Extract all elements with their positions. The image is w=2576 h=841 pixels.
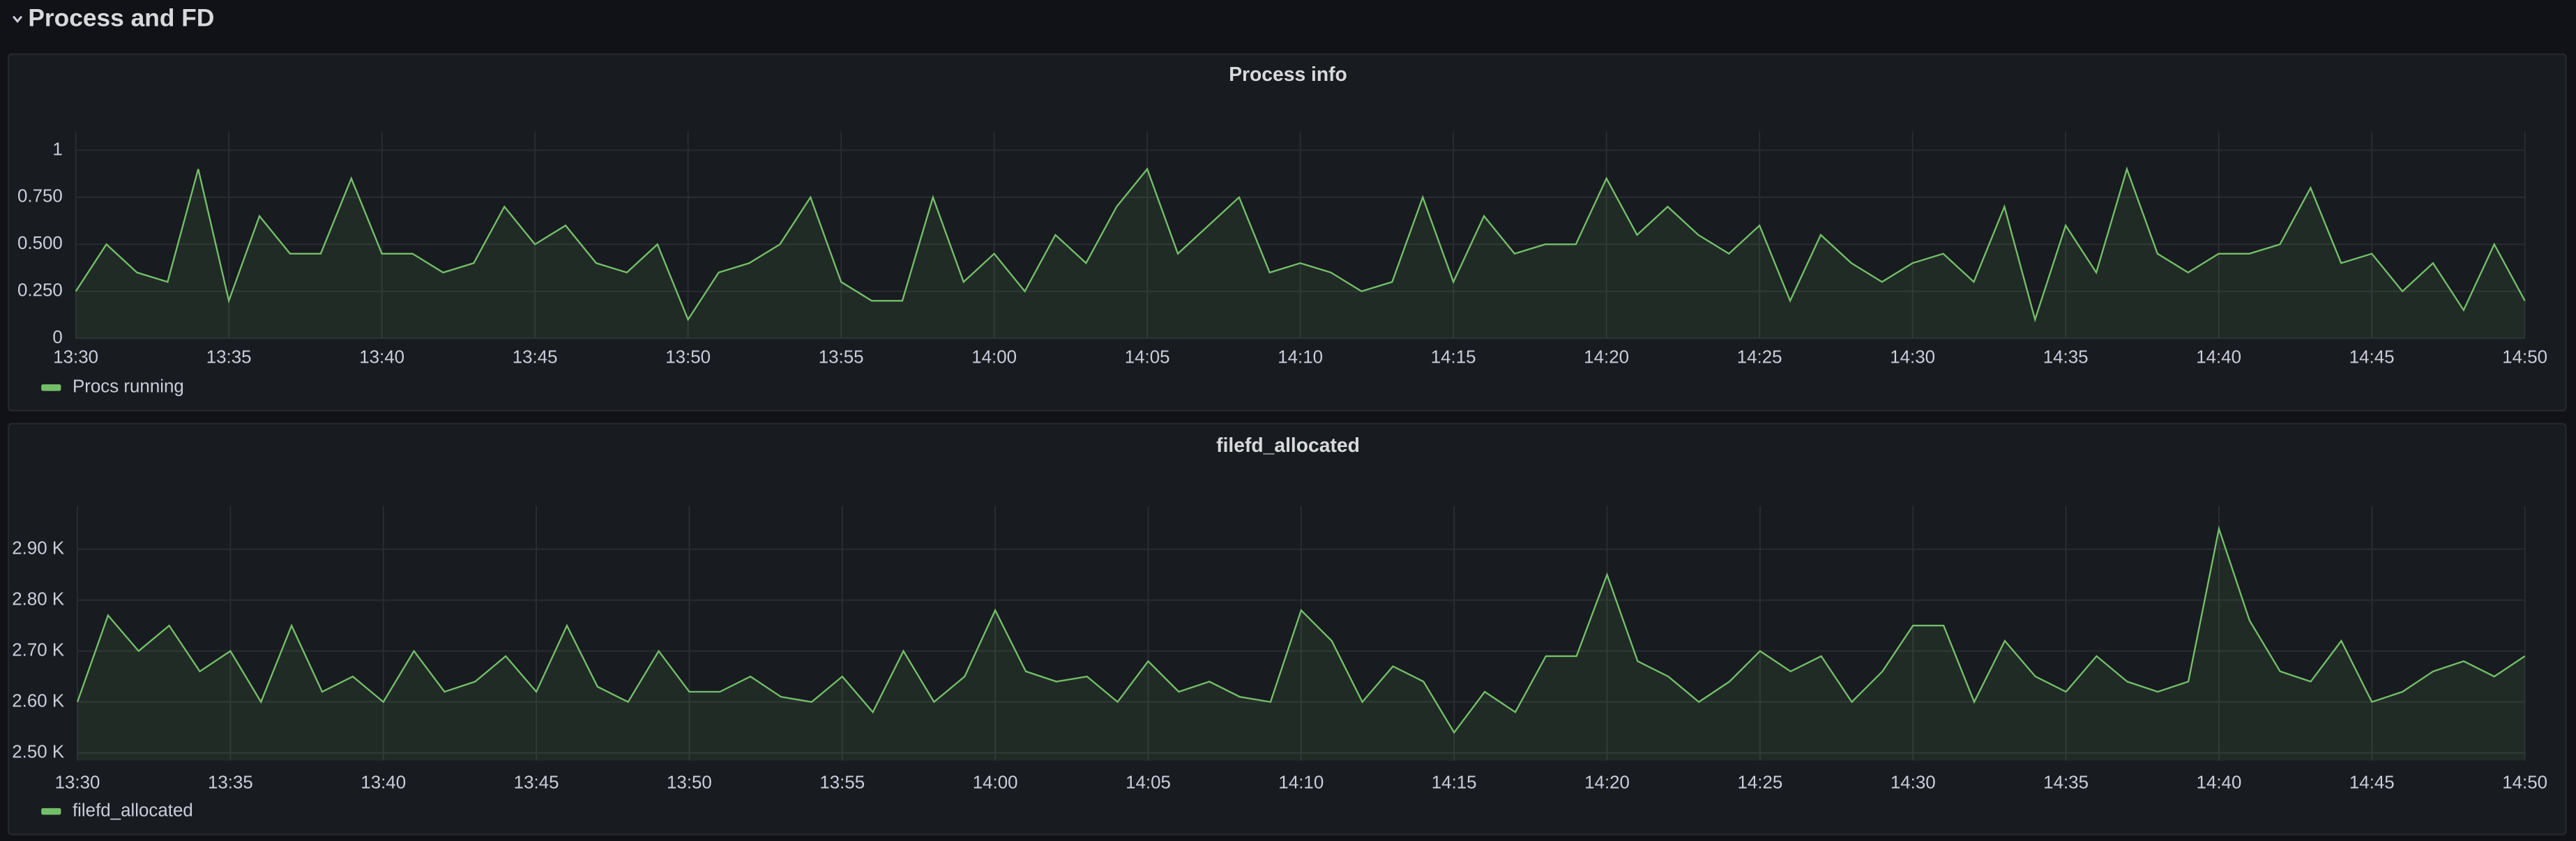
x-tick-label: 14:50 xyxy=(2502,347,2547,367)
x-tick-label: 13:35 xyxy=(206,347,252,367)
x-tick-label: 13:55 xyxy=(819,347,864,367)
x-tick-label: 13:45 xyxy=(514,773,559,792)
line xyxy=(76,525,2526,734)
line xyxy=(75,166,2526,323)
legend-label: filefd_allocated xyxy=(73,801,193,820)
x-tick-label: 13:30 xyxy=(55,773,100,792)
y-tick-label: 2.50 K xyxy=(12,742,64,762)
x-tick-label: 14:00 xyxy=(971,347,1017,367)
x-tick-label: 14:35 xyxy=(2043,347,2089,367)
area xyxy=(77,529,2525,761)
x-tick-label: 13:45 xyxy=(513,347,558,367)
collapse-icon[interactable] xyxy=(12,15,23,24)
y-tick-label: 0.250 xyxy=(17,281,63,301)
panel xyxy=(7,53,2567,412)
x-tick-label: 14:05 xyxy=(1126,773,1171,792)
x-tick-label: 13:50 xyxy=(667,773,712,792)
x-tick-label: 14:00 xyxy=(973,773,1018,792)
x-tick-label: 13:40 xyxy=(359,347,404,367)
legend-label: Procs running xyxy=(73,377,184,397)
x-tick-label: 13:35 xyxy=(208,773,253,792)
x-tick-label: 14:10 xyxy=(1278,773,1324,792)
panel-title: filefd_allocated xyxy=(1216,434,1360,456)
x-tick-label: 14:15 xyxy=(1431,347,1476,367)
legend-swatch xyxy=(41,384,61,391)
x-tick-label: 14:20 xyxy=(1584,773,1630,792)
x-tick-label: 13:55 xyxy=(819,773,865,792)
x-tick-label: 14:40 xyxy=(2197,773,2242,792)
x-tick-label: 13:50 xyxy=(665,347,711,367)
area xyxy=(75,169,2525,339)
x-tick-label: 14:30 xyxy=(1891,773,1936,792)
panel xyxy=(7,423,2567,835)
x-tick-label: 13:40 xyxy=(361,773,406,792)
x-tick-label: 14:15 xyxy=(1432,773,1477,792)
row-title[interactable]: Process and FD xyxy=(28,5,214,32)
x-tick-label: 14:20 xyxy=(1584,347,1629,367)
x-tick-label: 14:50 xyxy=(2502,773,2547,792)
x-tick-label: 13:30 xyxy=(53,347,98,367)
x-tick-label: 14:10 xyxy=(1278,347,1323,367)
y-tick-label: 0 xyxy=(52,328,62,347)
y-tick-label: 2.80 K xyxy=(12,589,64,609)
x-tick-label: 14:35 xyxy=(2043,773,2089,792)
y-tick-label: 2.70 K xyxy=(12,640,64,660)
x-tick-label: 14:45 xyxy=(2349,773,2395,792)
y-tick-label: 1 xyxy=(52,139,62,159)
x-tick-label: 14:30 xyxy=(1890,347,1935,367)
x-tick-label: 14:25 xyxy=(1737,773,1782,792)
x-tick-label: 14:40 xyxy=(2196,347,2241,367)
y-tick-label: 2.90 K xyxy=(12,538,64,558)
y-tick-label: 0.750 xyxy=(17,187,63,206)
panel-title: Process info xyxy=(1229,63,1347,85)
x-tick-label: 14:45 xyxy=(2349,347,2395,367)
x-tick-label: 14:25 xyxy=(1737,347,1782,367)
x-tick-label: 14:05 xyxy=(1125,347,1170,367)
y-tick-label: 0.500 xyxy=(17,234,63,253)
legend-swatch xyxy=(41,808,61,815)
y-tick-label: 2.60 K xyxy=(12,691,64,711)
